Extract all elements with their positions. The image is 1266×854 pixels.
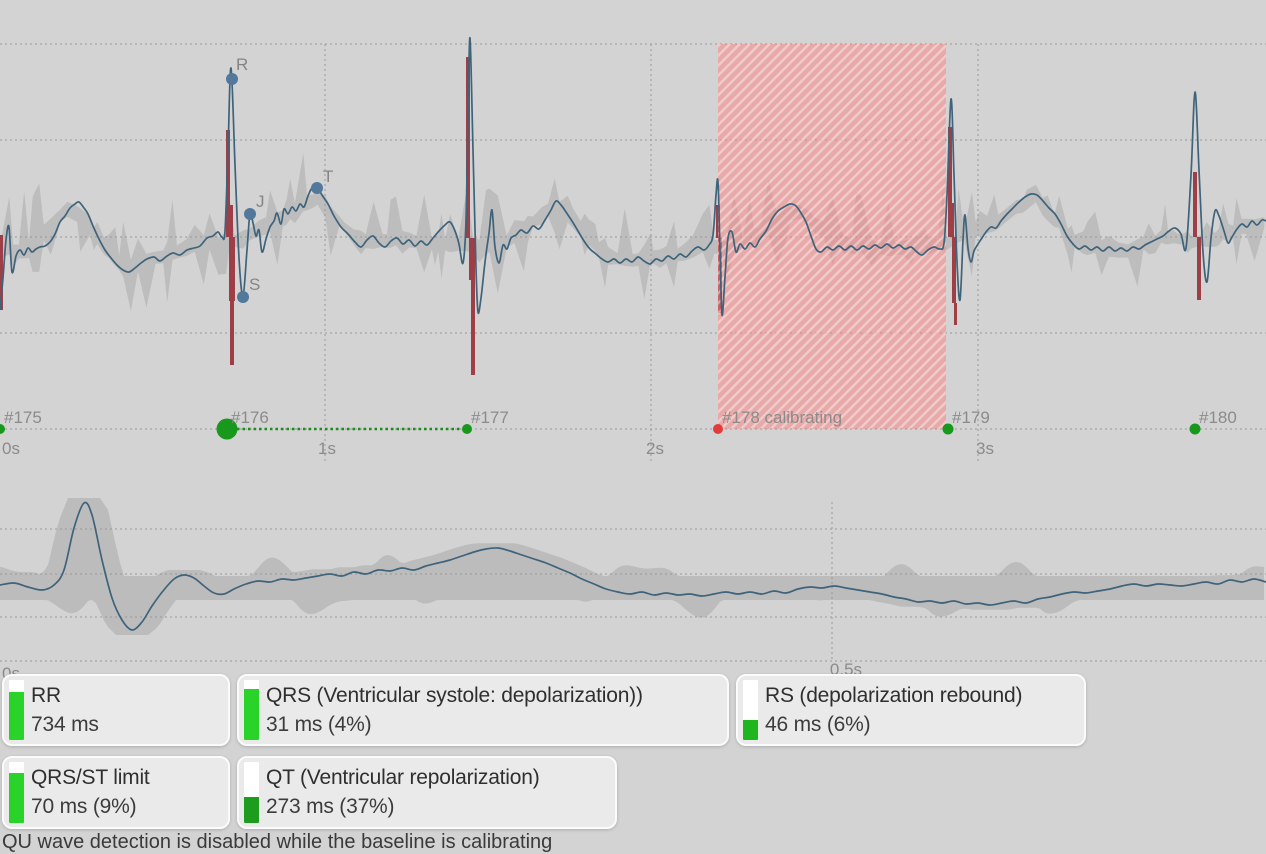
qrs-duration-bar <box>469 238 475 280</box>
beat-label: #177 <box>471 408 509 427</box>
metric-card-qt: QT (Ventricular repolarization) 273 ms (… <box>237 756 617 829</box>
wave-point-j-dot[interactable] <box>244 208 256 220</box>
wave-point-s-label: S <box>249 275 260 294</box>
qrs-duration-bar <box>226 130 230 237</box>
beat-label: #178 calibrating <box>722 408 842 427</box>
qrs-duration-bar <box>1197 237 1201 300</box>
metric-title-qt: QT (Ventricular repolarization) <box>266 766 540 789</box>
qt-meter-fill <box>244 797 259 823</box>
qrs-meter-fill <box>244 689 259 740</box>
wave-point-r-dot[interactable] <box>226 73 238 85</box>
metric-value-rr: 734 ms <box>31 713 99 736</box>
footer-clipped-note: QU wave detection is disabled while the … <box>2 831 553 853</box>
qrs-duration-bar <box>0 235 3 310</box>
qrs-duration-bar <box>471 280 475 375</box>
metric-card-rr: RR 734 ms <box>2 674 230 746</box>
rr-meter-fill <box>9 692 24 740</box>
beat-label: #176 <box>231 408 269 427</box>
metric-title-rr: RR <box>31 684 61 707</box>
qrs-duration-bar <box>1193 172 1197 237</box>
metric-title-qrs-st-limit: QRS/ST limit <box>31 766 150 789</box>
qrs-duration-bar <box>229 237 235 301</box>
qrs-duration-bar <box>950 203 954 237</box>
rr-meter <box>9 680 24 740</box>
qrs-duration-bar <box>952 237 956 303</box>
rs-meter <box>743 680 758 740</box>
metric-card-qrs-st-limit: QRS/ST limit 70 ms (9%) <box>2 756 230 829</box>
ecg-trace <box>0 37 1266 317</box>
wave-point-t-dot[interactable] <box>311 182 323 194</box>
trend-trace <box>0 501 1266 631</box>
ecg-noise-band <box>0 152 1265 312</box>
beat-label: #179 <box>952 408 990 427</box>
beat-marker-normal[interactable] <box>0 424 5 434</box>
beat-label: #175 <box>4 408 42 427</box>
qrs-duration-bar <box>954 303 957 325</box>
metric-card-qrs: QRS (Ventricular systole: depolarization… <box>237 674 729 746</box>
beat-marker-normal[interactable] <box>462 424 472 434</box>
metric-value-rs: 46 ms (6%) <box>765 713 871 736</box>
beat-marker-calibrating[interactable] <box>713 424 723 434</box>
wave-point-j-label: J <box>256 192 265 211</box>
trend-envelope-band <box>0 498 1264 635</box>
beat-marker-normal[interactable] <box>1189 423 1201 435</box>
time-tick-label: 0s <box>2 439 20 458</box>
metric-value-qt: 273 ms (37%) <box>266 795 395 818</box>
metric-title-rs: RS (depolarization rebound) <box>765 684 1023 707</box>
qrs-meter <box>244 680 259 740</box>
qrs-duration-bar <box>948 127 952 237</box>
wave-point-s-dot[interactable] <box>237 291 249 303</box>
beat-label: #180 <box>1199 408 1237 427</box>
qrs-st-limit-meter-fill <box>9 772 24 823</box>
qrs-st-limit-meter <box>9 762 24 823</box>
metric-title-qrs: QRS (Ventricular systole: depolarization… <box>266 684 643 707</box>
beat-marker-normal[interactable] <box>942 423 954 435</box>
wave-point-t-label: T <box>323 167 333 186</box>
qrs-duration-bar <box>230 301 234 365</box>
calibration-region-hatch <box>718 44 946 429</box>
time-tick-label: 2s <box>646 439 664 458</box>
wave-point-r-label: R <box>236 55 248 74</box>
qrs-duration-bar <box>228 205 233 237</box>
time-tick-label: 3s <box>976 439 994 458</box>
qt-meter <box>244 762 259 823</box>
beat-marker-selected[interactable] <box>216 418 238 440</box>
metric-value-qrs: 31 ms (4%) <box>266 713 372 736</box>
rs-meter-fill <box>743 719 758 740</box>
time-tick-label: 1s <box>318 439 336 458</box>
metric-value-qrs-st-limit: 70 ms (9%) <box>31 795 137 818</box>
metric-card-rs: RS (depolarization rebound) 46 ms (6%) <box>736 674 1086 746</box>
